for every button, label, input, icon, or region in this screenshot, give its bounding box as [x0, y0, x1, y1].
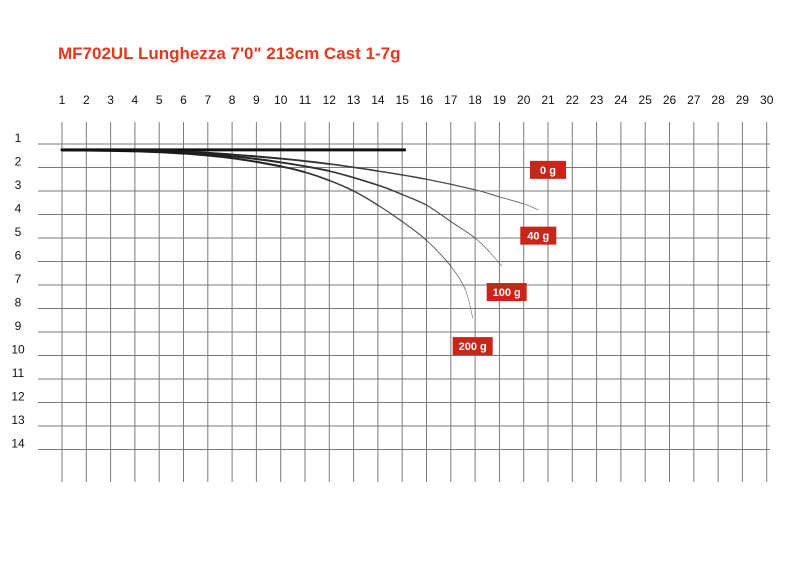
- y-tick-label-4: 4: [15, 202, 22, 216]
- x-tick-label-24: 24: [614, 93, 628, 107]
- x-tick-label-6: 6: [180, 93, 187, 107]
- label-box: [520, 226, 557, 245]
- x-tick-label-5: 5: [156, 93, 163, 107]
- weight-label-200g: 200 g: [452, 337, 493, 356]
- label-text: 100 g: [493, 287, 521, 299]
- x-tick-label-22: 22: [566, 93, 580, 107]
- x-tick-label-1: 1: [59, 93, 66, 107]
- weight-labels: 0 g 40 g 100 g 200 g: [452, 160, 566, 356]
- y-tick-label-12: 12: [11, 390, 25, 404]
- x-tick-label-3: 3: [107, 93, 114, 107]
- y-tick-label-10: 10: [11, 343, 25, 357]
- x-tick-label-30: 30: [760, 93, 774, 107]
- x-tick-label-12: 12: [323, 93, 337, 107]
- x-tick-label-14: 14: [371, 93, 385, 107]
- weight-label-0g: 0 g: [530, 160, 566, 179]
- series-curves: [60, 148, 539, 319]
- y-tick-label-1: 1: [15, 131, 22, 145]
- x-tick-label-25: 25: [639, 93, 653, 107]
- x-tick-label-4: 4: [132, 93, 139, 107]
- y-tick-label-6: 6: [15, 249, 22, 263]
- label-text: 0 g: [540, 165, 556, 177]
- y-tick-label-3: 3: [15, 178, 22, 192]
- label-box: [452, 337, 493, 356]
- x-tick-label-23: 23: [590, 93, 604, 107]
- x-tick-label-7: 7: [204, 93, 211, 107]
- grid: [38, 122, 770, 482]
- x-tick-label-16: 16: [420, 93, 434, 107]
- x-tick-label-10: 10: [274, 93, 288, 107]
- chart-title: MF702UL Lunghezza 7'0" 213cm Cast 1-7g: [58, 44, 401, 63]
- x-tick-label-17: 17: [444, 93, 458, 107]
- y-tick-label-2: 2: [15, 155, 22, 169]
- y-tick-label-8: 8: [15, 296, 22, 310]
- x-tick-label-29: 29: [736, 93, 750, 107]
- x-tick-label-13: 13: [347, 93, 361, 107]
- x-tick-label-18: 18: [468, 93, 482, 107]
- series-line-200g: [60, 148, 473, 319]
- y-tick-label-14: 14: [11, 437, 25, 451]
- weight-label-40g: 40 g: [520, 226, 557, 245]
- x-tick-label-26: 26: [663, 93, 677, 107]
- x-axis-ticks: 1 2 3 4 5 6 7 8 9 10 11 12 13 14 15 16 17 18 19 20 21 22 23 24 2…: [59, 93, 774, 107]
- y-tick-label-7: 7: [15, 272, 22, 286]
- y-tick-label-5: 5: [15, 225, 22, 239]
- weight-label-100g: 100 g: [486, 283, 527, 302]
- y-tick-label-13: 13: [11, 413, 25, 427]
- x-tick-label-20: 20: [517, 93, 531, 107]
- x-tick-label-9: 9: [253, 93, 260, 107]
- label-text: 40 g: [527, 231, 549, 243]
- x-tick-label-8: 8: [229, 93, 236, 107]
- x-tick-label-19: 19: [493, 93, 507, 107]
- x-tick-label-11: 11: [299, 93, 312, 107]
- label-box: [486, 283, 527, 302]
- y-tick-label-11: 11: [12, 366, 25, 380]
- x-tick-label-27: 27: [687, 93, 701, 107]
- label-text: 200 g: [459, 341, 487, 353]
- x-tick-label-2: 2: [83, 93, 90, 107]
- x-tick-label-15: 15: [396, 93, 410, 107]
- x-tick-label-28: 28: [711, 93, 725, 107]
- label-box: [530, 160, 566, 179]
- x-tick-label-21: 21: [541, 93, 555, 107]
- y-tick-label-9: 9: [15, 319, 22, 333]
- series-line-40g: [60, 148, 539, 211]
